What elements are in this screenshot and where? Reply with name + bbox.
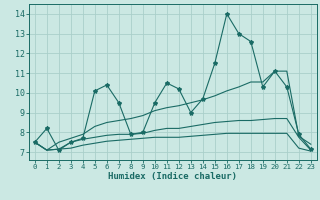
- X-axis label: Humidex (Indice chaleur): Humidex (Indice chaleur): [108, 172, 237, 181]
